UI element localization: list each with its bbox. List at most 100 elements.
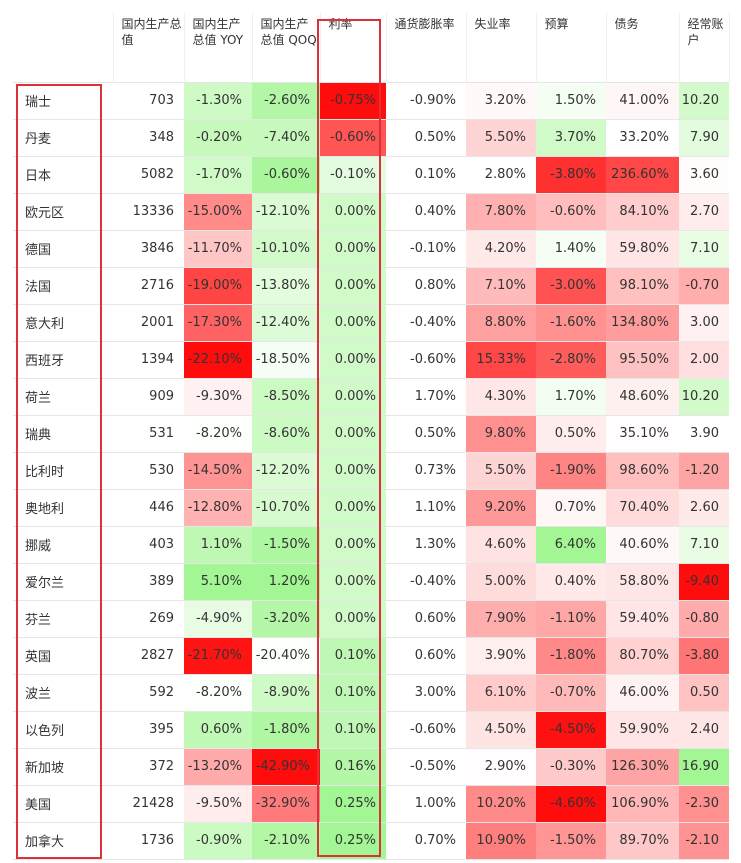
- cell-interest-rate: 0.00%: [320, 488, 386, 526]
- table-row: 西班牙 1394 -22.10% -18.50% 0.00% -0.60% 15.33% -2…: [13, 340, 729, 378]
- cell-gdp: 592: [113, 673, 184, 711]
- cell-unemployment: 4.30%: [466, 377, 536, 415]
- cell-current-account: 0.50: [679, 673, 729, 711]
- cell-interest-rate: 0.25%: [320, 784, 386, 822]
- cell-interest-rate: 0.00%: [320, 266, 386, 304]
- country-name: 奥地利: [13, 488, 113, 526]
- cell-interest-rate: 0.00%: [320, 414, 386, 452]
- cell-gdp: 389: [113, 562, 184, 600]
- cell-gdp-qoq: -10.70%: [252, 488, 320, 526]
- cell-unemployment: 5.00%: [466, 562, 536, 600]
- cell-gdp: 269: [113, 599, 184, 637]
- cell-current-account: -3.80: [679, 636, 729, 674]
- cell-interest-rate: 0.00%: [320, 525, 386, 563]
- cell-inflation: 3.00%: [386, 673, 466, 711]
- country-name: 日本: [13, 155, 113, 193]
- cell-inflation: 0.73%: [386, 451, 466, 489]
- cell-current-account: 2.60: [679, 488, 729, 526]
- cell-budget: -1.60%: [536, 303, 606, 341]
- cell-gdp-yoy: -9.30%: [184, 377, 252, 415]
- cell-gdp-qoq: -42.90%: [252, 747, 320, 785]
- cell-gdp-yoy: -0.20%: [184, 118, 252, 156]
- cell-gdp: 3846: [113, 229, 184, 267]
- header-gdp-qoq[interactable]: 国内生产总值 QOQ: [252, 12, 321, 82]
- cell-inflation: 1.00%: [386, 784, 466, 822]
- cell-gdp-qoq: -0.60%: [252, 155, 320, 193]
- cell-debt: 59.90%: [606, 710, 679, 748]
- cell-interest-rate: 0.00%: [320, 303, 386, 341]
- cell-debt: 59.80%: [606, 229, 679, 267]
- cell-unemployment: 7.90%: [466, 599, 536, 637]
- cell-current-account: -2.30: [679, 784, 729, 822]
- cell-interest-rate: 0.10%: [320, 710, 386, 748]
- cell-gdp-yoy: -1.30%: [184, 81, 252, 119]
- country-name: 欧元区: [13, 192, 113, 230]
- cell-gdp: 1394: [113, 340, 184, 378]
- economic-data-table: 国内生产总值 国内生产总值 YOY 国内生产总值 QOQ 利率 通货膨胀率 失业…: [13, 12, 730, 859]
- cell-inflation: 0.60%: [386, 636, 466, 674]
- cell-gdp-yoy: -22.10%: [184, 340, 252, 378]
- cell-debt: 89.70%: [606, 821, 679, 859]
- cell-interest-rate: 0.00%: [320, 377, 386, 415]
- cell-gdp-yoy: -1.70%: [184, 155, 252, 193]
- cell-inflation: -0.60%: [386, 340, 466, 378]
- header-gdp-yoy[interactable]: 国内生产总值 YOY: [184, 12, 253, 82]
- table-row: 瑞典 531 -8.20% -8.60% 0.00% 0.50% 9.80% 0.50% 35.…: [13, 414, 729, 452]
- cell-budget: 3.70%: [536, 118, 606, 156]
- cell-unemployment: 2.90%: [466, 747, 536, 785]
- country-name: 美国: [13, 784, 113, 822]
- cell-gdp-yoy: -12.80%: [184, 488, 252, 526]
- cell-gdp-yoy: -21.70%: [184, 636, 252, 674]
- cell-unemployment: 10.90%: [466, 821, 536, 859]
- cell-unemployment: 7.10%: [466, 266, 536, 304]
- cell-inflation: 0.60%: [386, 599, 466, 637]
- header-current-account[interactable]: 经常账户: [679, 12, 730, 82]
- header-interest-rate[interactable]: 利率: [320, 12, 387, 82]
- cell-unemployment: 9.20%: [466, 488, 536, 526]
- header-unemployment[interactable]: 失业率: [466, 12, 537, 82]
- table-row: 美国 21428 -9.50% -32.90% 0.25% 1.00% 10.20% -4.6…: [13, 784, 729, 822]
- cell-interest-rate: 0.00%: [320, 340, 386, 378]
- cell-current-account: -1.20: [679, 451, 729, 489]
- cell-budget: -4.50%: [536, 710, 606, 748]
- cell-gdp-yoy: 0.60%: [184, 710, 252, 748]
- header-debt[interactable]: 债务: [606, 12, 680, 82]
- header-inflation[interactable]: 通货膨胀率: [386, 12, 467, 82]
- country-name: 以色列: [13, 710, 113, 748]
- cell-debt: 35.10%: [606, 414, 679, 452]
- cell-debt: 134.80%: [606, 303, 679, 341]
- cell-interest-rate: -0.75%: [320, 81, 386, 119]
- cell-budget: -0.70%: [536, 673, 606, 711]
- cell-gdp-qoq: -18.50%: [252, 340, 320, 378]
- table-header-row: 国内生产总值 国内生产总值 YOY 国内生产总值 QOQ 利率 通货膨胀率 失业…: [13, 12, 730, 82]
- cell-unemployment: 5.50%: [466, 451, 536, 489]
- cell-gdp: 13336: [113, 192, 184, 230]
- country-name: 英国: [13, 636, 113, 674]
- cell-current-account: 16.90: [679, 747, 729, 785]
- cell-budget: 1.50%: [536, 81, 606, 119]
- cell-current-account: 3.90: [679, 414, 729, 452]
- cell-gdp-yoy: -13.20%: [184, 747, 252, 785]
- cell-current-account: 2.00: [679, 340, 729, 378]
- cell-current-account: -0.70: [679, 266, 729, 304]
- table-row: 德国 3846 -11.70% -10.10% 0.00% -0.10% 4.20% 1.40…: [13, 229, 729, 267]
- country-name: 瑞典: [13, 414, 113, 452]
- cell-current-account: 2.70: [679, 192, 729, 230]
- cell-interest-rate: 0.00%: [320, 192, 386, 230]
- cell-interest-rate: 0.10%: [320, 673, 386, 711]
- cell-debt: 84.10%: [606, 192, 679, 230]
- table-row: 挪威 403 1.10% -1.50% 0.00% 1.30% 4.60% 6.40% 40.6…: [13, 525, 729, 563]
- cell-gdp: 530: [113, 451, 184, 489]
- cell-gdp: 348: [113, 118, 184, 156]
- cell-gdp-qoq: -8.50%: [252, 377, 320, 415]
- cell-gdp-yoy: 5.10%: [184, 562, 252, 600]
- cell-budget: -1.50%: [536, 821, 606, 859]
- table-row: 爱尔兰 389 5.10% 1.20% 0.00% -0.40% 5.00% 0.40% 58.…: [13, 562, 729, 600]
- cell-debt: 95.50%: [606, 340, 679, 378]
- header-gdp[interactable]: 国内生产总值: [113, 12, 185, 82]
- header-budget[interactable]: 预算: [536, 12, 607, 82]
- cell-current-account: 7.90: [679, 118, 729, 156]
- cell-inflation: 0.80%: [386, 266, 466, 304]
- table-row: 新加坡 372 -13.20% -42.90% 0.16% -0.50% 2.90% -0.3…: [13, 747, 729, 785]
- cell-gdp: 1736: [113, 821, 184, 859]
